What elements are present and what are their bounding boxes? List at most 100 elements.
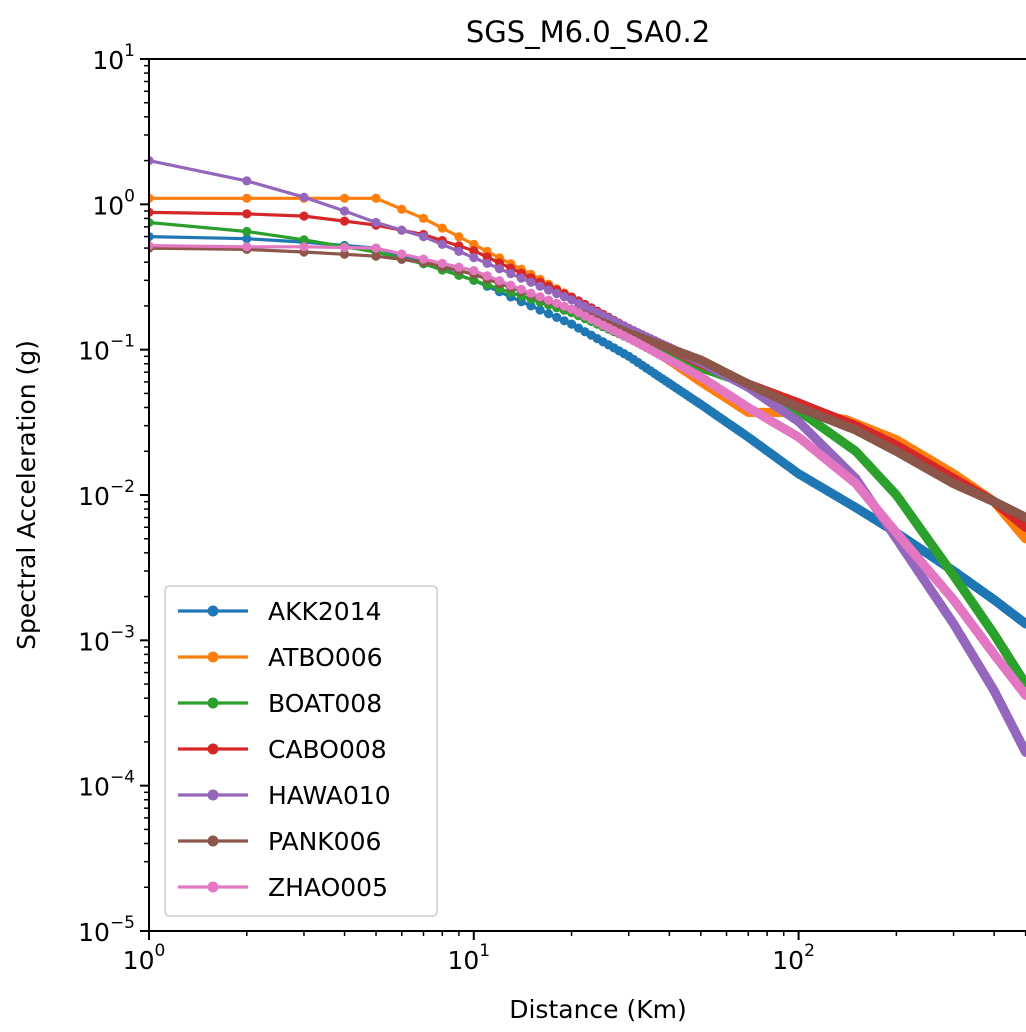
point-CABO008 [339,216,350,226]
point-HAWA010 [552,288,562,299]
point-ZHAO005 [516,284,526,294]
y-tick-label: 100 [92,186,135,220]
point-AKK2014 [535,305,545,315]
x-tick-label: 102 [772,941,815,975]
point-ATBO006 [469,239,479,249]
point-AKK2014 [559,316,569,326]
legend-label: PANK006 [268,827,381,856]
legend-label: BOAT008 [268,689,382,718]
point-ATBO006 [149,193,154,203]
y-tick-label: 10−1 [78,332,135,366]
point-ZHAO005 [418,254,429,264]
point-ATBO006 [339,193,350,203]
point-ATBO006 [371,193,381,203]
legend-marker [207,835,219,847]
point-AKK2014 [552,312,562,322]
chart-title: SGS_M6.0_SA0.2 [466,15,710,49]
point-ATBO006 [242,193,252,203]
point-ZHAO005 [544,295,554,305]
point-HAWA010 [506,269,516,279]
point-PANK006 [1021,512,1026,523]
series-line-CABO008 [149,210,1026,529]
point-HAWA010 [516,273,526,283]
point-CABO008 [469,246,479,256]
point-ZHAO005 [552,298,562,308]
point-HAWA010 [544,285,554,295]
legend-marker [207,789,219,801]
point-BOAT008 [149,217,154,228]
y-tick-label: 10−4 [78,768,135,802]
series-ZHAO005 [149,241,1026,700]
legend-label: ZHAO005 [268,873,388,902]
point-ZHAO005 [371,243,381,253]
plot-series [149,156,1026,757]
point-HAWA010 [469,253,479,263]
point-HAWA010 [1021,747,1026,757]
point-ZHAO005 [535,292,545,302]
point-HAWA010 [339,206,350,216]
point-AKK2014 [149,232,154,242]
point-HAWA010 [418,232,429,242]
legend-marker [207,605,219,617]
series-CABO008 [149,207,1026,532]
series-line-PANK006 [149,246,1026,520]
point-HAWA010 [149,156,154,166]
series-AKK2014 [149,232,1026,629]
point-CABO008 [1021,522,1026,532]
point-AKK2014 [567,319,577,329]
legend-item: HAWA010 [178,781,391,810]
series-PANK006 [149,243,1026,523]
point-HAWA010 [242,176,252,186]
series-line-AKK2014 [149,235,1026,626]
point-ZHAO005 [339,242,350,253]
point-AKK2014 [544,309,554,319]
legend-label: AKK2014 [268,597,382,626]
y-tick-label: 101 [92,41,135,75]
point-CABO008 [242,209,252,219]
point-ZHAO005 [526,288,536,298]
legend-item: PANK006 [178,827,381,856]
point-AKK2014 [1021,619,1026,629]
point-ZHAO005 [482,271,492,281]
point-AKK2014 [526,301,536,311]
legend-label: HAWA010 [268,781,391,810]
legend-box [164,585,438,917]
point-ATBO006 [437,223,447,233]
x-tick-label: 100 [123,941,166,975]
x-axis-label: Distance (Km) [509,995,687,1024]
point-PANK006 [371,251,381,261]
legend-item: CABO008 [178,735,387,764]
point-ZHAO005 [149,241,154,251]
point-HAWA010 [535,281,545,291]
legend-marker [207,651,219,663]
point-CABO008 [149,207,154,217]
point-ATBO006 [418,213,429,223]
legend-item: ZHAO005 [178,873,388,902]
point-ZHAO005 [1021,690,1026,700]
point-ZHAO005 [469,266,479,276]
point-ZHAO005 [454,262,464,272]
point-HAWA010 [526,277,536,287]
point-ZHAO005 [506,280,516,290]
legend-marker [207,881,219,893]
y-tick-label: 10−3 [78,622,135,656]
point-ZHAO005 [397,249,407,259]
point-HAWA010 [494,264,505,274]
y-tick-label: 10−2 [78,477,135,511]
legend-marker [207,743,219,755]
point-CABO008 [299,211,309,221]
point-HAWA010 [559,292,569,302]
point-HAWA010 [437,239,447,249]
point-HAWA010 [454,246,464,256]
x-tick-label: 101 [447,941,490,975]
point-ZHAO005 [567,304,577,314]
point-ATBO006 [1021,534,1026,544]
point-ZHAO005 [437,258,447,268]
legend-label: ATBO006 [268,643,383,672]
point-ZHAO005 [242,242,252,252]
point-HAWA010 [299,192,309,202]
legend: AKK2014 ATBO006 BOAT008 CABO008 HAWA010 PANK0… [164,585,438,917]
point-BOAT008 [299,235,309,245]
